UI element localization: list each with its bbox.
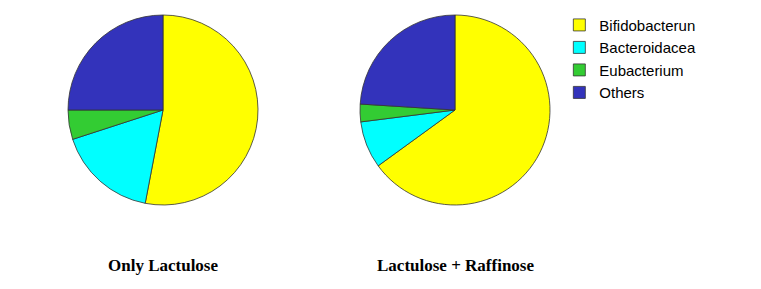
svg-text:Bacteroidacea: Bacteroidacea — [599, 39, 696, 56]
svg-text:Only Lactulose: Only Lactulose — [108, 256, 218, 275]
svg-text:Lactulose + Raffinose: Lactulose + Raffinose — [377, 256, 534, 275]
svg-text:Others: Others — [599, 84, 644, 101]
svg-text:Eubacterium: Eubacterium — [599, 62, 683, 79]
svg-text:Bifidobacterun: Bifidobacterun — [599, 17, 695, 34]
